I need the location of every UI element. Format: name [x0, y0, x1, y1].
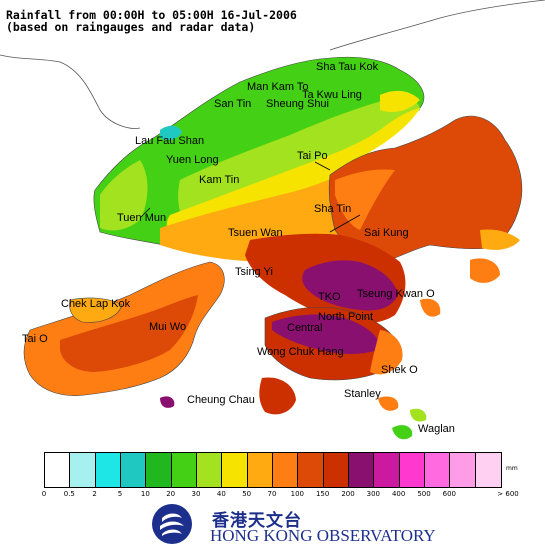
region-cheung-chau	[160, 396, 175, 408]
region-tung-lung	[420, 298, 441, 317]
region-hk-east	[370, 330, 403, 375]
place-label: Chek Lap Kok	[61, 298, 131, 310]
place-label: Sha Tau Kok	[316, 61, 379, 73]
map-subtitle: (based on raingauges and radar data)	[6, 20, 256, 34]
region-lamma	[259, 377, 296, 415]
legend-tick-label: 70	[267, 490, 277, 498]
logo-name-en: HONG KONG OBSERVATORY	[210, 526, 436, 545]
region-po-toi	[378, 396, 399, 411]
hko-logo: 香港天文台 HONG KONG OBSERVATORY	[148, 502, 436, 546]
place-label: TKO	[318, 291, 341, 303]
legend-tick-label: 100	[290, 490, 305, 498]
place-label: Tuen Mun	[117, 212, 166, 224]
legend-swatch	[348, 453, 375, 487]
rainfall-map: Sha Tau Kok Man Kam To Ta Kwu Ling San T…	[0, 0, 545, 440]
place-labels: Sha Tau Kok Man Kam To Ta Kwu Ling San T…	[22, 61, 455, 435]
region-east-islands	[470, 258, 500, 283]
legend-swatch	[196, 453, 223, 487]
legend-swatch	[450, 453, 476, 487]
legend-tick-label: 40	[216, 490, 226, 498]
place-label: North Point	[318, 311, 373, 323]
legend-swatch	[424, 453, 451, 487]
legend-swatch	[70, 453, 96, 487]
place-label: Mui Wo	[149, 321, 186, 333]
legend-tick-label: 200	[341, 490, 355, 498]
legend-swatch	[247, 453, 273, 487]
legend-tick-label: 150	[315, 490, 330, 498]
place-label: Tseung Kwan O	[357, 288, 435, 300]
region-se-island	[410, 408, 427, 422]
legend-swatch	[171, 453, 197, 487]
legend-tick-label: 50	[242, 490, 252, 498]
legend-tick-label: 30	[191, 490, 201, 498]
legend-swatch	[298, 453, 324, 487]
region-ne-yellow	[380, 90, 420, 112]
place-label: Man Kam To	[247, 81, 309, 93]
legend-swatch	[45, 453, 71, 487]
legend-tick-label: 0	[41, 490, 47, 498]
legend-unit: mm	[506, 465, 518, 472]
legend-tick-label: 600	[442, 490, 457, 498]
rainfall-legend	[44, 452, 502, 488]
region-hk-purple	[272, 314, 382, 354]
legend-swatch	[374, 453, 400, 487]
legend-swatch	[323, 453, 349, 487]
place-label: Tai O	[22, 333, 48, 345]
legend-tick-label: 500	[417, 490, 431, 498]
legend-tick-label: 5	[117, 490, 123, 498]
place-label: Yuen Long	[166, 154, 219, 166]
legend-swatch	[120, 453, 147, 487]
legend-swatch	[272, 453, 299, 487]
region-lantau-red	[60, 295, 198, 372]
legend-swatch	[475, 453, 501, 487]
legend-tick-label: 20	[166, 490, 176, 498]
legend-tick-label: 10	[140, 490, 150, 498]
place-label: Central	[287, 322, 322, 334]
place-label: Stanley	[344, 388, 381, 400]
place-label: Waglan	[418, 423, 455, 435]
place-label: Ta Kwu Ling	[302, 89, 362, 101]
region-waglan	[392, 425, 413, 440]
logo-name-cn: 香港天文台	[212, 511, 302, 531]
region-east-gold	[480, 229, 520, 250]
place-label: Tsing Yi	[235, 266, 273, 278]
map-title: Rainfall from 00:00H to 05:00H 16-Jul-20…	[6, 8, 297, 22]
place-label: Shek O	[381, 364, 418, 376]
hko-emblem-icon	[152, 504, 192, 544]
legend-swatch	[95, 453, 121, 487]
mainland-outline	[329, 0, 545, 51]
place-label: Cheung Chau	[187, 394, 255, 406]
region-east-orange	[335, 169, 395, 230]
legend-tick-label: > 600	[497, 490, 519, 498]
legend-tick-label: 300	[366, 490, 381, 498]
place-label: Sheung Shui	[266, 98, 329, 110]
region-chek-lap-kok	[69, 297, 123, 323]
place-label: Kam Tin	[199, 174, 239, 186]
legend-swatch	[146, 453, 172, 487]
region-lau-fau-shan	[160, 125, 182, 140]
legend-tick-label: 0.5	[63, 490, 75, 498]
place-label: Wong Chuk Hang	[257, 346, 344, 358]
legend-tick-label: 2	[92, 490, 97, 498]
region-kowloon-purple	[302, 260, 398, 311]
place-label: Lau Fau Shan	[135, 135, 204, 147]
place-label: Tsuen Wan	[228, 227, 283, 239]
region-nw-green	[100, 160, 148, 231]
place-label: Tai Po	[297, 150, 328, 162]
place-label: Sha Tin	[314, 203, 351, 215]
place-label: Sai Kung	[364, 227, 409, 239]
place-label: San Tin	[214, 98, 251, 110]
legend-tick-label: 400	[391, 490, 406, 498]
coastline-west	[0, 54, 141, 129]
legend-swatch	[399, 453, 425, 487]
station-markers	[139, 161, 361, 233]
legend-swatch	[222, 453, 248, 487]
